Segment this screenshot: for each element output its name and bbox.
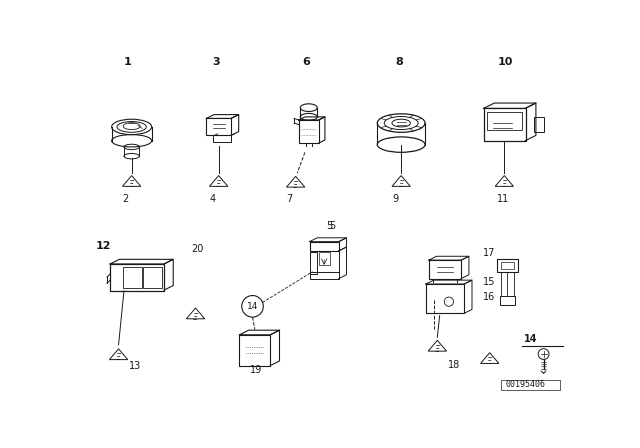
Text: Ξ: Ξ xyxy=(129,180,134,189)
Text: 15: 15 xyxy=(483,277,495,287)
Text: 14: 14 xyxy=(524,334,538,344)
Text: 20: 20 xyxy=(191,245,204,254)
Text: Ξ: Ξ xyxy=(399,180,404,189)
Text: 18: 18 xyxy=(448,360,460,370)
Text: 4: 4 xyxy=(209,194,216,203)
Text: 12: 12 xyxy=(95,241,111,250)
Text: 11: 11 xyxy=(497,194,509,203)
Text: Ξ: Ξ xyxy=(502,180,507,189)
Text: 14: 14 xyxy=(247,302,259,311)
Text: 19: 19 xyxy=(250,365,262,375)
Text: 16: 16 xyxy=(483,292,495,302)
Text: Ξ: Ξ xyxy=(435,345,440,354)
Text: 2: 2 xyxy=(122,194,129,203)
Text: 3: 3 xyxy=(212,57,220,67)
Text: Ξ: Ξ xyxy=(487,357,492,366)
Text: Ξ: Ξ xyxy=(193,313,198,322)
Text: 1: 1 xyxy=(124,57,132,67)
Text: Ξ: Ξ xyxy=(216,180,221,189)
Text: 5: 5 xyxy=(326,221,333,231)
Text: 6: 6 xyxy=(303,57,310,67)
Text: 8: 8 xyxy=(396,57,403,67)
Text: 10: 10 xyxy=(497,57,513,67)
Text: Ξ: Ξ xyxy=(116,353,121,362)
Text: 17: 17 xyxy=(483,248,495,258)
Text: Ξ: Ξ xyxy=(293,181,298,190)
Text: 00195406: 00195406 xyxy=(506,380,546,389)
Text: 9: 9 xyxy=(392,194,398,203)
Text: 5: 5 xyxy=(329,221,335,231)
Text: 7: 7 xyxy=(287,194,292,203)
Text: 13: 13 xyxy=(129,362,141,371)
